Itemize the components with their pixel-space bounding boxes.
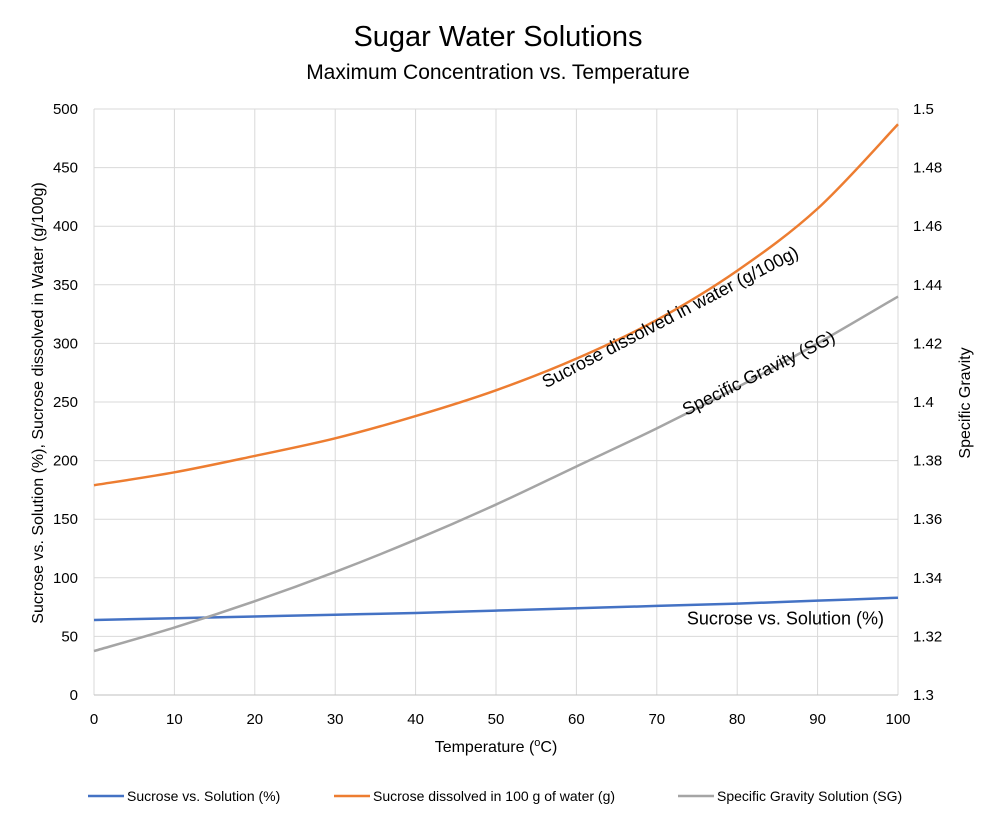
x-tick-label: 80 [729,711,746,728]
y2-tick-label: 1.4 [913,394,934,411]
legend-label-1: Sucrose dissolved in 100 g of water (g) [373,788,615,804]
y-axis-ticks: 0 50 100 150 200 250 300 350 400 450 500 [53,101,78,704]
series-line-2 [93,295,899,653]
y-tick-label: 50 [61,628,78,645]
y-tick-label: 350 [53,277,78,294]
y2-tick-label: 1.48 [913,160,942,177]
x-tick-label: 50 [488,711,505,728]
y-tick-label: 100 [53,570,78,587]
x-tick-label: 60 [568,711,585,728]
series-line-0 [93,596,899,622]
y-axis-title: Sucrose vs. Solution (%), Sucrose dissol… [30,182,47,623]
y-tick-label: 250 [53,394,78,411]
x-tick-label: 10 [166,711,183,728]
chart-title: Sugar Water Solutions [353,21,642,53]
x-axis-ticks: 0 10 20 30 40 50 60 70 80 90 100 [90,711,911,728]
x-tick-label: 0 [90,711,98,728]
y-tick-label: 150 [53,511,78,528]
annotation-2: Sucrose vs. Solution (%) [687,609,884,629]
y2-axis-title: Specific Gravity [957,347,974,458]
series-lines [93,123,899,653]
y2-tick-label: 1.3 [913,687,934,704]
x-tick-label: 100 [885,711,910,728]
grid [93,108,899,696]
y2-axis-ticks: 1.3 1.32 1.34 1.36 1.38 1.4 1.42 1.44 1.46 1.48 1.… [913,101,942,704]
x-axis-title-sup: o [534,737,540,749]
x-tick-label: 40 [407,711,424,728]
x-tick-label: 30 [327,711,344,728]
y2-tick-label: 1.38 [913,453,942,470]
x-axis-title-pre: Temperature ( [435,739,535,756]
series-annotations: Sucrose dissolved in water (g/100g)Speci… [539,242,884,629]
y-tick-label: 450 [53,160,78,177]
x-tick-label: 90 [809,711,826,728]
chart-subtitle: Maximum Concentration vs. Temperature [306,61,690,84]
x-tick-label: 20 [246,711,263,728]
y-tick-label: 300 [53,335,78,352]
legend-label-0: Sucrose vs. Solution (%) [127,788,280,804]
legend-label-2: Specific Gravity Solution (SG) [717,788,902,804]
y-tick-label: 200 [53,453,78,470]
y2-tick-label: 1.34 [913,570,942,587]
y2-tick-label: 1.36 [913,511,942,528]
x-tick-label: 70 [648,711,665,728]
y2-tick-label: 1.32 [913,628,942,645]
y-tick-label: 500 [53,101,78,118]
annotation-1: Specific Gravity (SG) [679,327,838,420]
x-axis-title-post: C) [540,739,557,756]
y2-tick-label: 1.46 [913,218,942,235]
series-line-1 [93,123,899,487]
x-axis-title: Temperature (oC) [435,737,558,756]
y2-tick-label: 1.42 [913,335,942,352]
y2-tick-label: 1.5 [913,101,934,118]
y-tick-label: 400 [53,218,78,235]
y-tick-label: 0 [70,687,78,704]
y2-tick-label: 1.44 [913,277,942,294]
legend: Sucrose vs. Solution (%) Sucrose dissolve… [88,788,902,804]
